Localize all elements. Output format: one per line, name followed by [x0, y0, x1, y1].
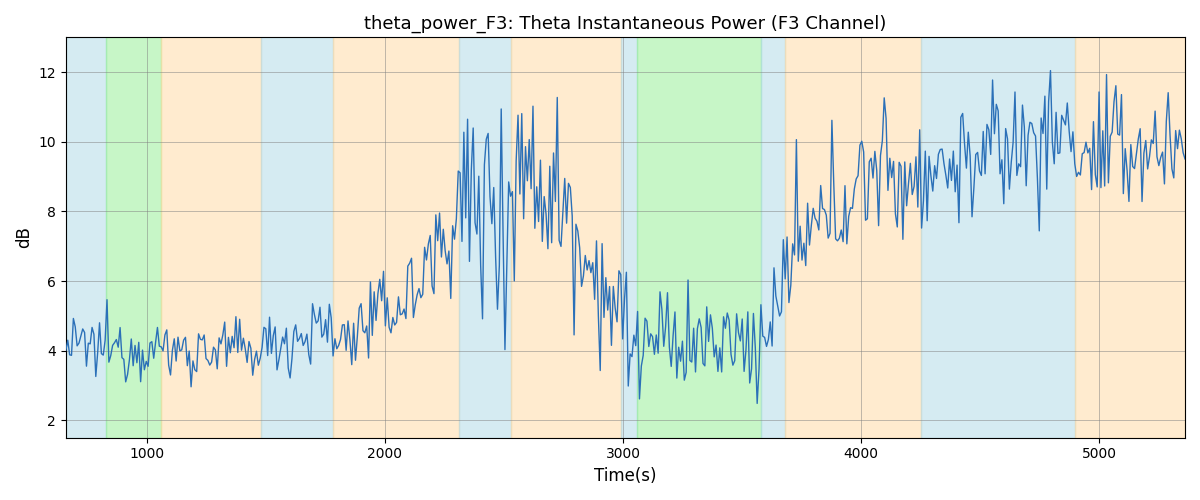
Bar	[920, 38, 1075, 438]
Bar	[1075, 38, 1186, 438]
Bar	[785, 38, 920, 438]
Bar	[332, 38, 458, 438]
X-axis label: Time(s): Time(s)	[594, 467, 656, 485]
Y-axis label: dB: dB	[16, 226, 34, 248]
Bar	[761, 38, 785, 438]
Bar	[458, 38, 511, 438]
Bar	[66, 38, 107, 438]
Bar	[620, 38, 637, 438]
Title: theta_power_F3: Theta Instantaneous Power (F3 Channel): theta_power_F3: Theta Instantaneous Powe…	[365, 15, 887, 34]
Bar	[262, 38, 332, 438]
Bar	[511, 38, 620, 438]
Bar	[637, 38, 761, 438]
Bar	[107, 38, 161, 438]
Bar	[161, 38, 262, 438]
